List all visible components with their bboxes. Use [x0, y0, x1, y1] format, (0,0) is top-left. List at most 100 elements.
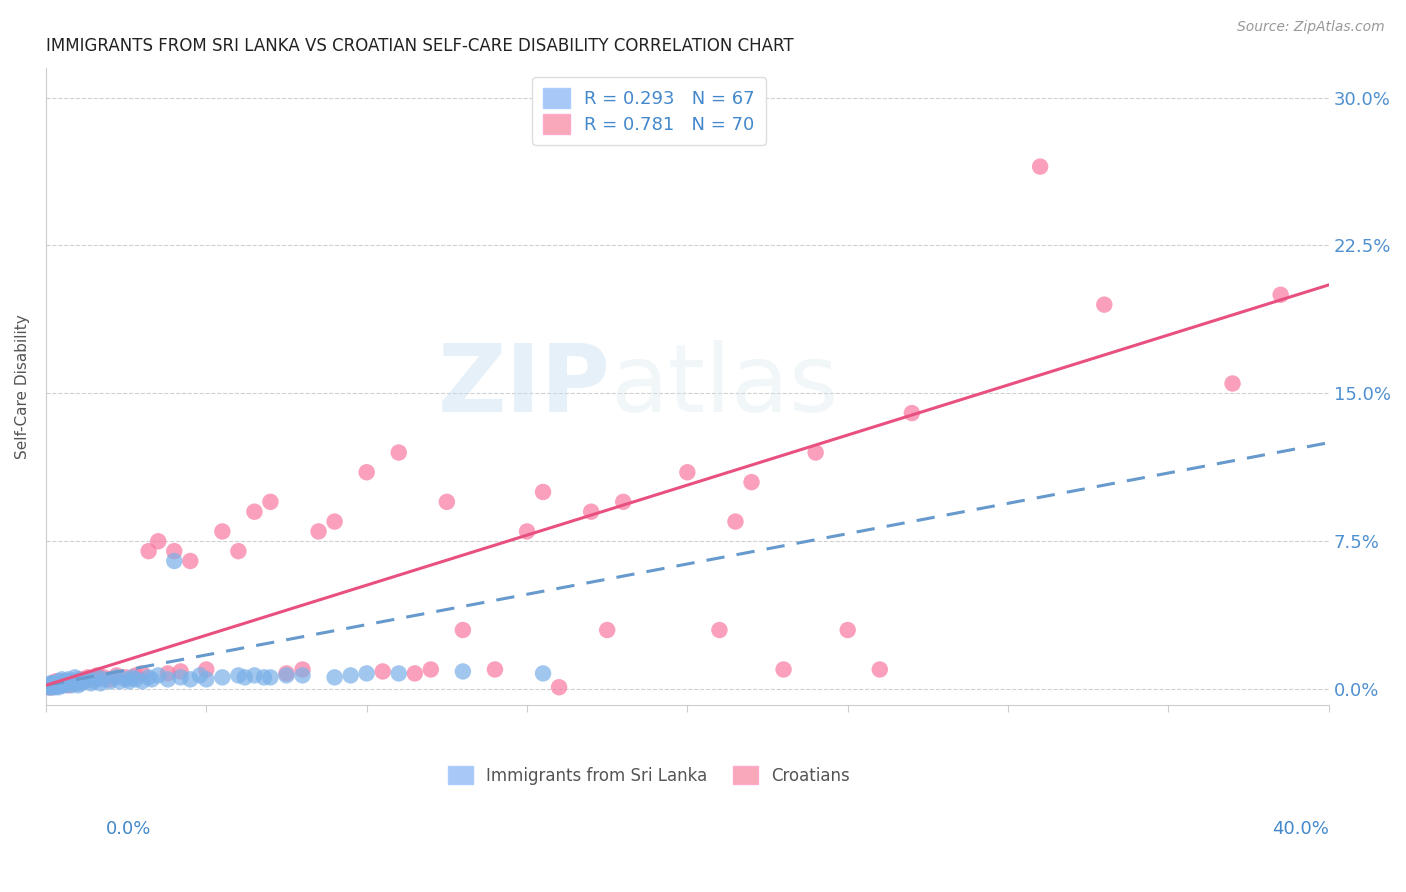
Point — [156, 666, 179, 681]
Point — [211, 524, 233, 539]
Point — [53, 678, 76, 692]
Point — [901, 406, 924, 420]
Point — [115, 670, 138, 684]
Point — [125, 673, 148, 687]
Point — [211, 670, 233, 684]
Point — [1029, 160, 1052, 174]
Point — [45, 678, 67, 692]
Point — [163, 544, 186, 558]
Point — [73, 674, 96, 689]
Point — [371, 665, 394, 679]
Point — [41, 680, 63, 694]
Point — [86, 670, 108, 684]
Point — [195, 663, 218, 677]
Point — [115, 673, 138, 687]
Point — [58, 673, 80, 687]
Point — [83, 674, 105, 689]
Point — [93, 670, 115, 684]
Point — [259, 670, 281, 684]
Point — [169, 665, 191, 679]
Point — [45, 674, 67, 689]
Point — [131, 666, 153, 681]
Point — [58, 676, 80, 690]
Y-axis label: Self-Care Disability: Self-Care Disability — [15, 314, 30, 458]
Point — [51, 673, 73, 687]
Point — [869, 663, 891, 677]
Point — [73, 674, 96, 689]
Legend: Immigrants from Sri Lanka, Croatians: Immigrants from Sri Lanka, Croatians — [440, 758, 858, 793]
Point — [63, 670, 86, 684]
Point — [253, 670, 276, 684]
Point — [98, 673, 121, 687]
Point — [138, 544, 160, 558]
Point — [291, 663, 314, 677]
Point — [63, 674, 86, 689]
Point — [148, 534, 170, 549]
Point — [67, 673, 90, 687]
Text: atlas: atlas — [610, 341, 838, 433]
Point — [741, 475, 763, 489]
Point — [60, 674, 83, 689]
Point — [356, 666, 378, 681]
Point — [228, 544, 250, 558]
Point — [1222, 376, 1244, 391]
Point — [89, 676, 111, 690]
Point — [39, 680, 62, 694]
Point — [163, 554, 186, 568]
Point — [118, 674, 141, 689]
Point — [308, 524, 330, 539]
Point — [48, 676, 70, 690]
Point — [51, 678, 73, 692]
Point — [291, 668, 314, 682]
Point — [276, 668, 298, 682]
Point — [676, 465, 699, 479]
Point — [1092, 298, 1115, 312]
Point — [51, 678, 73, 692]
Point — [38, 678, 60, 692]
Point — [436, 495, 458, 509]
Point — [45, 680, 67, 694]
Point — [323, 670, 346, 684]
Point — [41, 680, 63, 694]
Point — [46, 678, 69, 692]
Point — [38, 678, 60, 692]
Point — [63, 676, 86, 690]
Point — [451, 665, 474, 679]
Point — [42, 676, 65, 690]
Point — [243, 505, 266, 519]
Point — [45, 678, 67, 692]
Point — [276, 666, 298, 681]
Point — [41, 676, 63, 690]
Point — [516, 524, 538, 539]
Point — [148, 668, 170, 682]
Point — [612, 495, 634, 509]
Point — [419, 663, 441, 677]
Point — [596, 623, 619, 637]
Point — [53, 674, 76, 689]
Point — [70, 676, 93, 690]
Point — [70, 673, 93, 687]
Point — [121, 670, 143, 684]
Point — [484, 663, 506, 677]
Point — [339, 668, 361, 682]
Point — [48, 678, 70, 692]
Point — [53, 676, 76, 690]
Point — [105, 670, 128, 684]
Point — [179, 673, 201, 687]
Point — [51, 674, 73, 689]
Point — [138, 670, 160, 684]
Point — [48, 680, 70, 694]
Point — [141, 673, 163, 687]
Text: Source: ZipAtlas.com: Source: ZipAtlas.com — [1237, 20, 1385, 34]
Point — [45, 676, 67, 690]
Point — [38, 680, 60, 694]
Point — [93, 673, 115, 687]
Point — [233, 670, 256, 684]
Point — [58, 678, 80, 692]
Point — [108, 674, 131, 689]
Point — [60, 678, 83, 692]
Point — [579, 505, 602, 519]
Point — [67, 676, 90, 690]
Point — [356, 465, 378, 479]
Point — [86, 668, 108, 682]
